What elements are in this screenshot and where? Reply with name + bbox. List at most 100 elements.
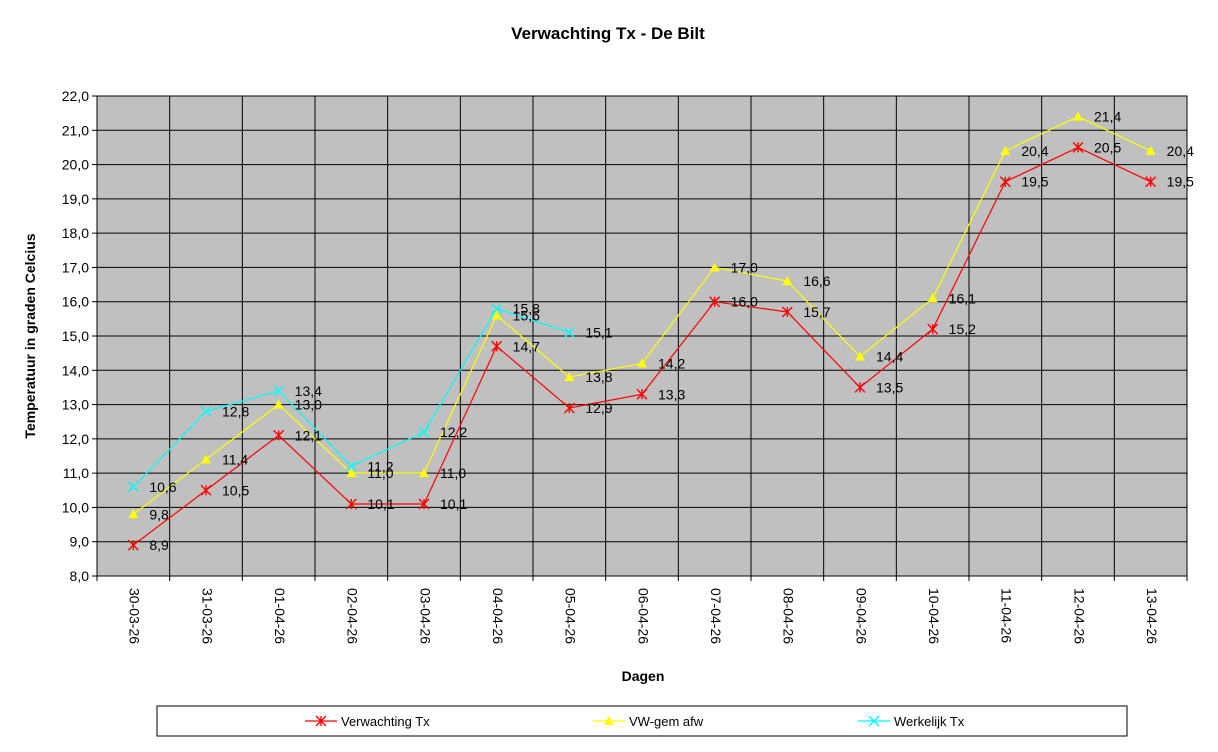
data-point	[200, 405, 212, 417]
y-tick-label: 15,0	[62, 328, 89, 344]
x-axis-title: Dagen	[622, 668, 665, 684]
data-point	[491, 340, 503, 352]
y-tick-label: 17,0	[62, 259, 89, 275]
data-label: 12,9	[585, 400, 612, 416]
data-label: 14,2	[658, 355, 685, 371]
plot-border	[96, 95, 1188, 577]
data-point-shape	[1073, 111, 1083, 121]
x-tick-label: 10-04-26	[926, 588, 942, 644]
x-tick-label: 11-04-26	[999, 588, 1015, 643]
y-tick-label: 8,0	[70, 568, 90, 584]
legend-swatch-marker-shape	[604, 716, 614, 725]
x-tick-label: 07-04-26	[708, 588, 724, 644]
data-label: 10,5	[222, 482, 249, 498]
data-point	[1072, 141, 1084, 153]
data-point-shape	[927, 323, 939, 335]
data-point	[491, 310, 502, 320]
data-point	[127, 539, 139, 551]
x-tick-label: 06-04-26	[635, 588, 651, 644]
data-point	[201, 454, 211, 464]
y-tick-label: 10,0	[62, 499, 89, 515]
x-tick-label: 03-04-26	[417, 588, 433, 644]
data-point	[418, 426, 430, 438]
y-tick-label: 19,0	[62, 191, 89, 207]
x-tick-label: 31-03-26	[199, 588, 215, 644]
data-point-shape	[1000, 145, 1011, 155]
data-point-shape	[418, 498, 430, 510]
data-point-shape	[564, 372, 575, 382]
data-point-shape	[273, 399, 284, 409]
data-point	[127, 481, 139, 493]
y-tick-label: 22,0	[62, 88, 89, 104]
data-point-shape	[128, 509, 139, 519]
data-point	[346, 468, 357, 478]
y-tick-label: 18,0	[62, 225, 89, 241]
data-point-shape	[491, 310, 502, 320]
data-point	[128, 509, 139, 519]
data-point-shape	[345, 460, 357, 472]
y-tick-label: 9,0	[70, 534, 90, 550]
data-point	[709, 296, 721, 308]
data-point	[1145, 176, 1157, 188]
chart-title: Verwachting Tx - De Bilt	[511, 24, 705, 43]
data-label: 11,0	[367, 465, 393, 481]
data-label: 14,7	[513, 338, 540, 354]
y-tick-label: 13,0	[62, 397, 89, 413]
data-point	[636, 388, 648, 400]
data-point-shape	[999, 176, 1011, 188]
data-point-shape	[709, 262, 720, 272]
data-point	[419, 468, 429, 478]
data-point-shape	[419, 468, 429, 478]
plot-area: 8,0 9,0 10,0 11,0 12,0 13,0 14,0 15,0 16,0 17,0 18…	[62, 88, 1194, 644]
data-label: 16,6	[803, 273, 830, 289]
data-label: 16,0	[731, 294, 758, 310]
data-point	[927, 323, 939, 335]
data-label: 20,4	[1021, 143, 1048, 159]
x-tick-label: 01-04-26	[272, 588, 288, 644]
data-label: 13,4	[295, 383, 322, 399]
legend-swatch-marker	[604, 716, 614, 725]
data-point-shape	[781, 306, 793, 318]
data-point	[927, 293, 938, 303]
data-label: 13,3	[658, 386, 685, 402]
data-point-shape	[201, 454, 211, 464]
x-tick-label: 12-04-26	[1071, 588, 1087, 644]
x-tick-label: 08-04-26	[781, 588, 797, 644]
data-point-shape	[782, 276, 793, 286]
data-point	[345, 460, 357, 472]
data-point-shape	[637, 358, 647, 368]
data-label: 12,8	[222, 403, 249, 419]
y-tick-label: 16,0	[62, 294, 89, 310]
data-point-shape	[563, 402, 575, 414]
data-point	[1145, 145, 1156, 155]
data-point	[418, 498, 430, 510]
data-point-shape	[1145, 145, 1156, 155]
data-point	[1000, 145, 1011, 155]
data-point-shape	[418, 426, 430, 438]
data-point-shape	[127, 539, 139, 551]
data-point	[855, 351, 865, 361]
data-point	[491, 303, 503, 315]
data-point	[854, 381, 866, 393]
legend-swatch-marker-shape	[868, 715, 880, 727]
legend-label: Werkelijk Tx	[894, 714, 965, 729]
data-label: 9,8	[149, 506, 169, 522]
data-point-shape	[636, 388, 648, 400]
data-label: 11,2	[367, 458, 393, 474]
data-point	[200, 484, 212, 496]
data-label: 19,5	[1167, 174, 1194, 190]
legend-swatch-marker-shape	[315, 715, 327, 727]
data-point	[345, 498, 357, 510]
data-label: 10,1	[440, 496, 467, 512]
data-point	[563, 327, 575, 339]
data-label: 13,0	[295, 397, 322, 413]
x-tick-label: 30-03-26	[127, 588, 143, 644]
y-tick-label: 21,0	[62, 122, 89, 138]
data-label: 15,7	[803, 304, 830, 320]
data-label: 11,4	[222, 451, 248, 467]
x-tick-label: 02-04-26	[345, 588, 361, 644]
data-point-shape	[855, 351, 865, 361]
data-point-shape	[1145, 176, 1157, 188]
legend-swatch-marker	[868, 715, 880, 727]
data-label: 11,0	[440, 465, 466, 481]
